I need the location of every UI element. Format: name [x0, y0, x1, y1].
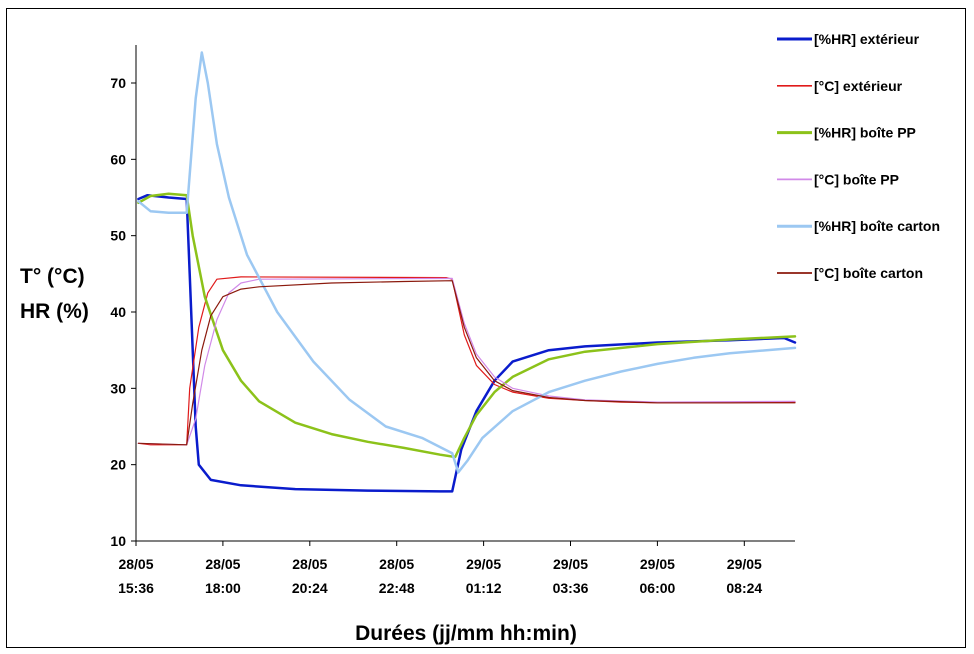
y-axis-title-line1: T° (°C): [20, 265, 85, 288]
series-line: [137, 277, 796, 446]
series-line: [137, 280, 796, 446]
y-tick-label: 40: [110, 304, 126, 320]
y-tick-label: 50: [110, 228, 126, 244]
plot-lines: [137, 51, 797, 493]
x-tick-time: 15:36: [118, 580, 154, 596]
x-tick-date: 29/05: [553, 556, 588, 572]
series-line: [137, 276, 796, 446]
x-tick-time: 22:48: [379, 580, 415, 596]
legend-label: [%HR] extérieur: [814, 31, 920, 47]
x-tick-date: 29/05: [727, 556, 762, 572]
x-tick-date: 28/05: [205, 556, 240, 572]
x-tick-date: 28/05: [292, 556, 327, 572]
x-tick-time: 06:00: [640, 580, 676, 596]
x-tick-date: 28/05: [379, 556, 414, 572]
legend-label: [°C] extérieur: [814, 78, 903, 94]
x-ticks: 28/05 15:36 28/05 18:00 28/05 20:24 28/05 22:48…: [118, 541, 762, 596]
x-tick-time: 03:36: [553, 580, 589, 596]
legend-label: [%HR] boîte PP: [814, 125, 916, 141]
series-line: [137, 51, 797, 474]
y-axis-title-line2: HR (%): [20, 300, 89, 323]
x-tick-date: 29/05: [640, 556, 675, 572]
x-tick-time: 08:24: [726, 580, 762, 596]
legend-label: [%HR] boîte carton: [814, 218, 940, 234]
series-line: [137, 192, 797, 459]
x-tick-date: 29/05: [466, 556, 501, 572]
y-tick-label: 10: [110, 533, 126, 549]
x-tick-time: 20:24: [292, 580, 328, 596]
series-line: [137, 193, 797, 493]
x-tick-time: 18:00: [205, 580, 241, 596]
y-tick-label: 20: [110, 457, 126, 473]
y-ticks: 10 20 30 40 50 60 70: [110, 75, 136, 549]
y-tick-label: 30: [110, 380, 126, 396]
x-axis-title: Durées (jj/mm hh:min): [355, 622, 577, 645]
x-tick-time: 01:12: [466, 580, 502, 596]
y-tick-label: 60: [110, 151, 126, 167]
x-tick-date: 28/05: [118, 556, 153, 572]
legend-label: [°C] boîte PP: [814, 171, 899, 187]
axes: [135, 45, 795, 542]
y-tick-label: 70: [110, 75, 126, 91]
legend-label: [°C] boîte carton: [814, 265, 923, 281]
legend: [%HR] extérieur [°C] extérieur [%HR] boîte…: [777, 31, 940, 281]
